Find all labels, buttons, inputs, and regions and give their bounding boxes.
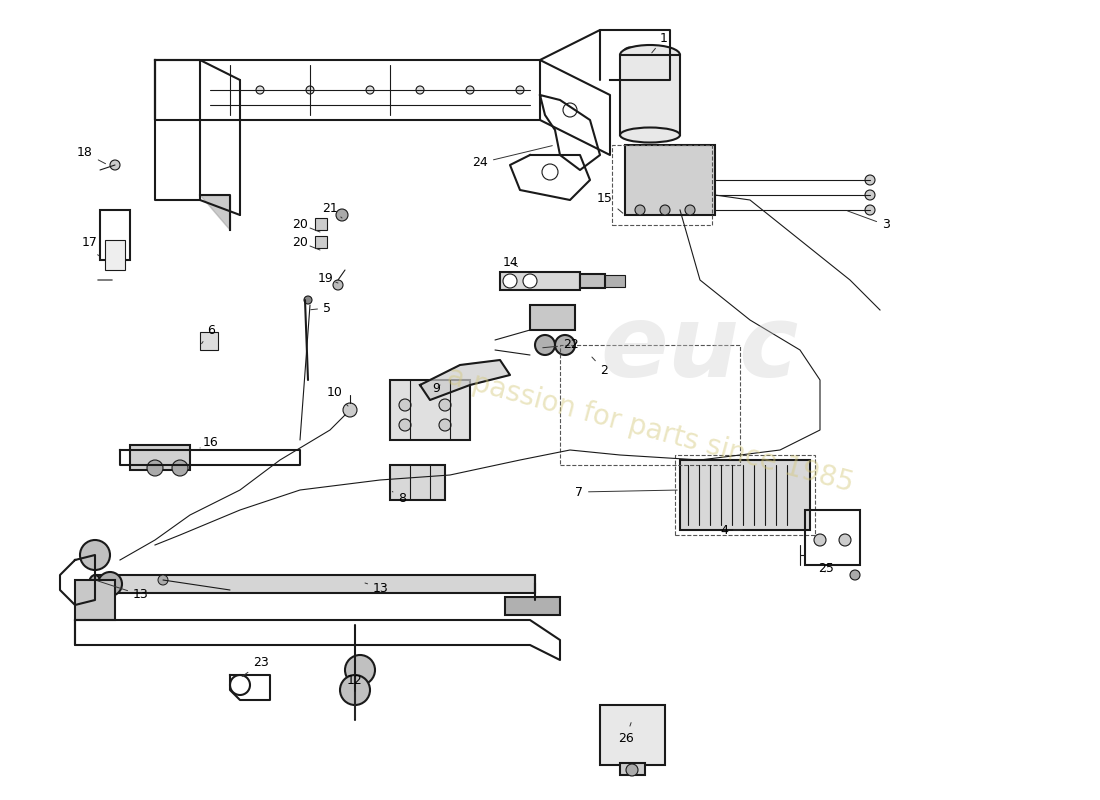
Text: 16: 16 — [200, 437, 219, 450]
Bar — [580, 274, 605, 288]
Bar — [130, 445, 190, 470]
Text: 6: 6 — [201, 323, 214, 344]
Text: 8: 8 — [393, 491, 406, 505]
Circle shape — [340, 675, 370, 705]
Circle shape — [466, 86, 474, 94]
Text: 18: 18 — [77, 146, 106, 164]
Circle shape — [535, 335, 556, 355]
Polygon shape — [420, 360, 510, 400]
Ellipse shape — [620, 127, 680, 142]
Text: 1: 1 — [652, 31, 668, 53]
Circle shape — [110, 160, 120, 170]
Bar — [315, 218, 327, 230]
Bar — [200, 332, 218, 350]
Bar — [600, 705, 666, 765]
Ellipse shape — [620, 45, 680, 65]
Text: 7: 7 — [575, 486, 678, 498]
Polygon shape — [200, 195, 230, 230]
Circle shape — [366, 86, 374, 94]
Text: 13: 13 — [365, 582, 388, 594]
Text: 24: 24 — [472, 146, 552, 170]
Text: a passion for parts since 1985: a passion for parts since 1985 — [443, 362, 856, 498]
Text: 19: 19 — [317, 271, 338, 285]
Circle shape — [306, 86, 313, 94]
Bar — [612, 145, 712, 225]
Circle shape — [865, 190, 874, 200]
Circle shape — [542, 164, 558, 180]
Circle shape — [416, 86, 424, 94]
Circle shape — [865, 175, 874, 185]
Text: 2: 2 — [592, 357, 608, 377]
Circle shape — [563, 103, 578, 117]
Text: 9: 9 — [432, 382, 440, 394]
Bar — [605, 275, 625, 287]
Circle shape — [399, 419, 411, 431]
Text: 20: 20 — [293, 237, 308, 250]
Text: 12: 12 — [348, 674, 363, 719]
Bar — [620, 763, 645, 775]
Text: 14: 14 — [503, 255, 518, 269]
Bar — [315, 236, 327, 248]
Text: 15: 15 — [597, 191, 623, 213]
Circle shape — [399, 399, 411, 411]
Circle shape — [626, 764, 638, 776]
Text: 4: 4 — [720, 523, 742, 537]
Ellipse shape — [89, 575, 101, 593]
Bar — [104, 240, 125, 270]
Bar — [75, 580, 116, 620]
Circle shape — [850, 570, 860, 580]
Circle shape — [343, 403, 358, 417]
Circle shape — [522, 274, 537, 288]
Text: 21: 21 — [322, 202, 342, 218]
Bar — [390, 465, 446, 500]
Circle shape — [516, 86, 524, 94]
Bar — [620, 55, 680, 135]
Bar — [625, 145, 715, 215]
Bar — [560, 345, 740, 465]
Text: euc: euc — [601, 302, 800, 398]
Text: 23: 23 — [242, 657, 268, 676]
Bar — [500, 272, 580, 290]
Text: 20: 20 — [293, 218, 308, 231]
Circle shape — [345, 655, 375, 685]
Text: 25: 25 — [818, 562, 834, 574]
Circle shape — [98, 572, 122, 596]
Text: 17: 17 — [82, 237, 99, 256]
Text: 26: 26 — [618, 722, 634, 745]
Circle shape — [650, 50, 660, 60]
Circle shape — [621, 47, 638, 63]
Circle shape — [685, 205, 695, 215]
Bar — [95, 575, 535, 593]
Bar — [680, 460, 810, 530]
Circle shape — [333, 280, 343, 290]
Circle shape — [230, 675, 250, 695]
Circle shape — [839, 534, 851, 546]
Bar — [805, 510, 860, 565]
Circle shape — [635, 205, 645, 215]
Circle shape — [556, 335, 575, 355]
Circle shape — [172, 460, 188, 476]
Circle shape — [439, 399, 451, 411]
Bar — [100, 210, 130, 260]
Bar — [390, 380, 470, 440]
Circle shape — [865, 205, 874, 215]
Circle shape — [256, 86, 264, 94]
Circle shape — [503, 274, 517, 288]
Circle shape — [336, 209, 348, 221]
Circle shape — [80, 540, 110, 570]
Text: 10: 10 — [327, 386, 348, 406]
Bar — [530, 305, 575, 330]
Text: 3: 3 — [848, 211, 890, 231]
Circle shape — [439, 419, 451, 431]
Circle shape — [304, 296, 312, 304]
Circle shape — [158, 575, 168, 585]
Circle shape — [147, 460, 163, 476]
Text: 22: 22 — [542, 338, 579, 351]
Text: 5: 5 — [311, 302, 331, 314]
Circle shape — [660, 205, 670, 215]
Bar — [505, 597, 560, 615]
Bar — [675, 455, 815, 535]
Text: 13: 13 — [98, 581, 148, 602]
Circle shape — [814, 534, 826, 546]
